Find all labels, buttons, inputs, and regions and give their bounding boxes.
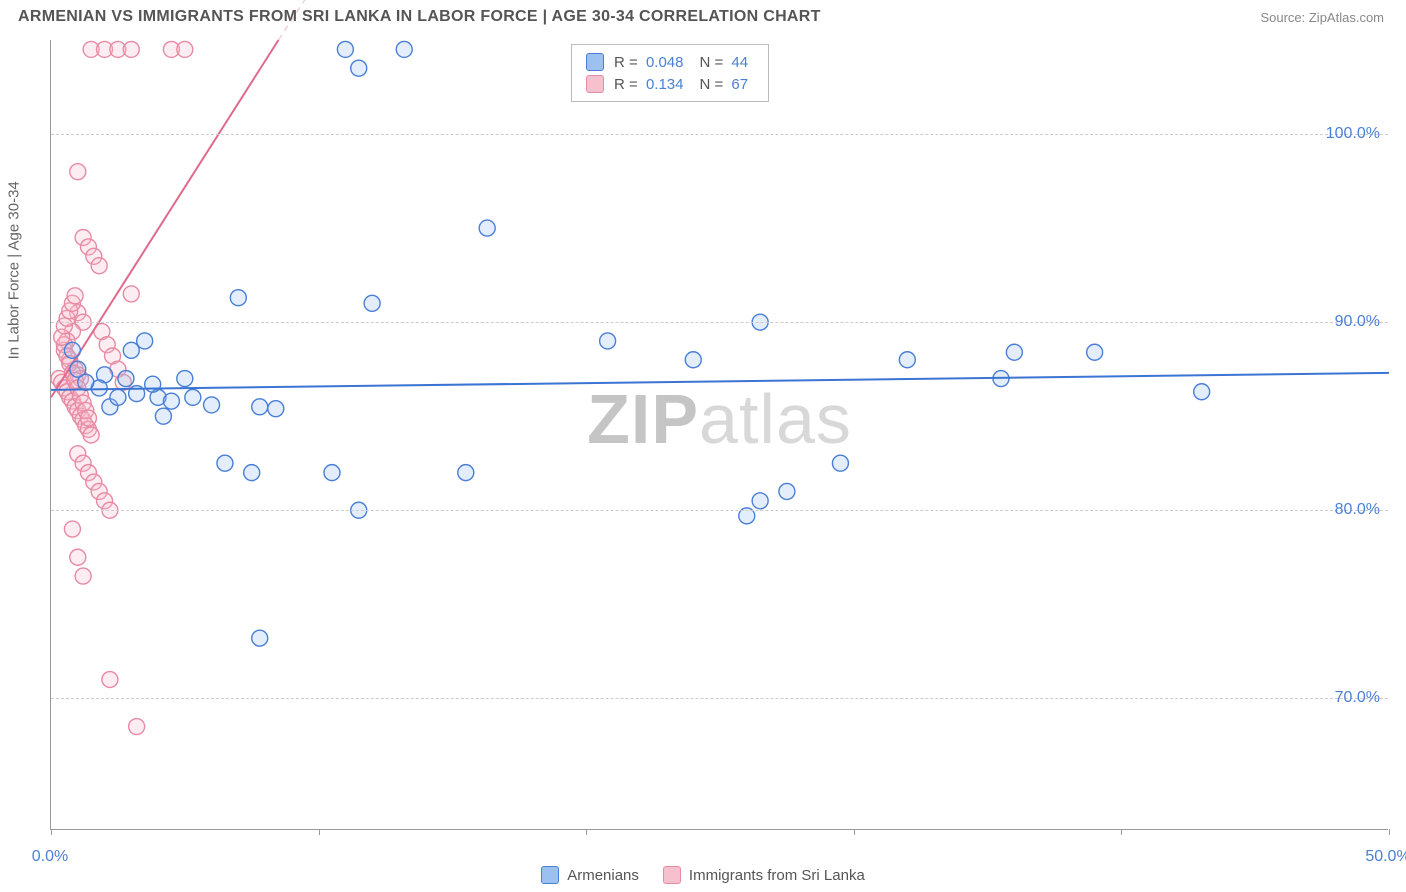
series-legend-item: Immigrants from Sri Lanka [663, 866, 865, 884]
correlation-legend: R = 0.048 N = 44 R = 0.134 N = 67 [571, 44, 769, 102]
legend-r: R = 0.134 [614, 76, 689, 93]
x-tick-mark [854, 829, 855, 835]
legend-swatch [586, 53, 604, 71]
legend-swatch [586, 75, 604, 93]
series-legend: Armenians Immigrants from Sri Lanka [0, 866, 1406, 888]
gridline [51, 510, 1388, 511]
legend-n: N = 44 [699, 54, 754, 71]
plot-area: ZIPatlas R = 0.048N = 44R = 0.134N = 67 … [50, 40, 1388, 830]
gridline [51, 134, 1388, 135]
x-tick-label: 50.0% [1365, 848, 1406, 866]
legend-r: R = 0.048 [614, 54, 689, 71]
x-tick-mark [51, 829, 52, 835]
legend-row: R = 0.134 N = 67 [586, 73, 754, 95]
gridline [51, 698, 1388, 699]
gridline [51, 322, 1388, 323]
scatter-svg [51, 40, 1388, 829]
y-tick-label: 70.0% [1335, 689, 1380, 707]
y-tick-label: 80.0% [1335, 501, 1380, 519]
series-legend-label: Immigrants from Sri Lanka [689, 867, 865, 884]
x-tick-label: 0.0% [32, 848, 68, 866]
chart-title: ARMENIAN VS IMMIGRANTS FROM SRI LANKA IN… [18, 8, 821, 26]
x-tick-mark [1121, 829, 1122, 835]
legend-swatch [541, 866, 559, 884]
chart-source: Source: ZipAtlas.com [1260, 10, 1384, 25]
legend-n: N = 67 [699, 76, 754, 93]
x-tick-mark [1389, 829, 1390, 835]
series-legend-item: Armenians [541, 866, 639, 884]
y-tick-label: 90.0% [1335, 313, 1380, 331]
x-tick-mark [319, 829, 320, 835]
chart-header: ARMENIAN VS IMMIGRANTS FROM SRI LANKA IN… [0, 0, 1406, 32]
y-tick-label: 100.0% [1326, 125, 1380, 143]
legend-swatch [663, 866, 681, 884]
legend-row: R = 0.048 N = 44 [586, 51, 754, 73]
y-axis-label: In Labor Force | Age 30-34 [6, 181, 23, 359]
series-legend-label: Armenians [567, 867, 639, 884]
x-tick-mark [586, 829, 587, 835]
